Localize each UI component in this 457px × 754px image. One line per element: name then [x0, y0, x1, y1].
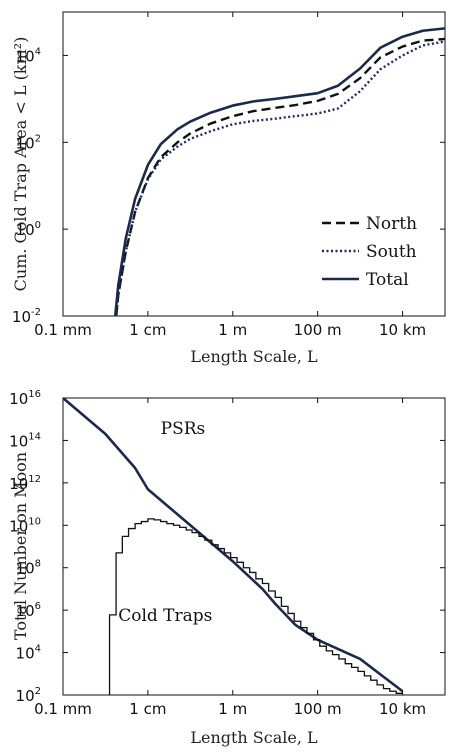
series-south: [115, 40, 445, 316]
series-psrs: [63, 398, 404, 693]
y-tick-label: 104: [16, 46, 41, 65]
y-tick-label: 108: [16, 559, 41, 578]
y-tick-labels: 10-2 100 102 104: [12, 46, 41, 326]
x-tick-label: 0.1 mm: [34, 700, 92, 718]
series-lines: [113, 27, 445, 316]
x-tick-label: 1 m: [218, 321, 247, 339]
series-total: [113, 27, 445, 316]
series-north: [115, 37, 445, 316]
legend-label: South: [366, 242, 417, 262]
plot-area-frame: [62, 397, 446, 696]
y-tick-labels: 102 104 106 108 1010 1012 1014 1016: [9, 389, 41, 705]
annotations: PSRs Cold Traps: [118, 419, 212, 626]
y-tick-label: 106: [16, 601, 41, 620]
x-tick-label: 1 m: [218, 700, 247, 718]
legend-label: Total: [366, 270, 409, 290]
y-tick-label: 1014: [9, 431, 41, 450]
y-tick-label: 104: [16, 644, 41, 663]
y-axis-title: Cum. Cold Trap Area < L (km²): [11, 37, 30, 292]
legend-label: North: [366, 214, 417, 234]
y-tick-label: 102: [16, 133, 41, 152]
plot-area-frame: [62, 11, 446, 317]
x-tick-label: 1 cm: [129, 700, 166, 718]
y-tick-label: 10-2: [12, 307, 41, 326]
y-axis-title: Total Number on Moon: [11, 452, 30, 640]
panel-cold-trap-area: 0.1 mm 1 cm 1 m 100 m 10 km 10-2 100 102 104 Le…: [11, 11, 446, 366]
x-axis-title: Length Scale, L: [190, 728, 318, 747]
y-tick-label: 1012: [9, 474, 41, 493]
x-tick-labels: 0.1 mm 1 cm 1 m 100 m 10 km: [34, 321, 426, 339]
series-lines: [63, 398, 404, 695]
annotation-label: Cold Traps: [118, 606, 212, 626]
x-tick-label: 10 km: [379, 321, 426, 339]
x-tick-label: 100 m: [294, 700, 342, 718]
x-tick-labels: 0.1 mm 1 cm 1 m 100 m 10 km: [34, 700, 426, 718]
series-cold-traps: [108, 518, 403, 695]
x-axis-title: Length Scale, L: [190, 347, 318, 366]
y-tick-label: 1010: [9, 516, 41, 535]
y-tick-label: 1016: [9, 389, 41, 408]
legend: North South Total: [322, 214, 417, 290]
x-tick-label: 10 km: [379, 700, 426, 718]
annotation-label: PSRs: [161, 419, 206, 439]
x-tick-label: 1 cm: [129, 321, 166, 339]
panel-total-number: 0.1 mm 1 cm 1 m 100 m 10 km 102 104 106 108 1010…: [9, 389, 446, 747]
x-tick-label: 0.1 mm: [34, 321, 92, 339]
x-tick-label: 100 m: [294, 321, 342, 339]
y-tick-label: 102: [16, 686, 41, 705]
tick-marks: [62, 397, 445, 696]
tick-marks: [62, 12, 445, 317]
y-tick-label: 100: [16, 220, 41, 239]
